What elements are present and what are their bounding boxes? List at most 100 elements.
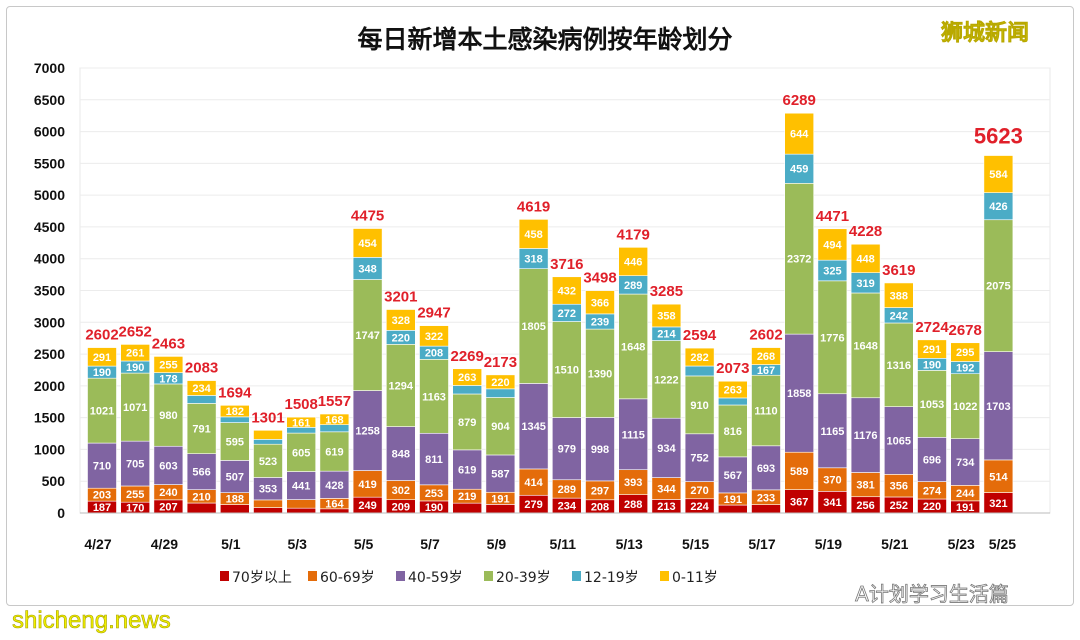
segment-label: 619 xyxy=(458,465,476,477)
bar-segment xyxy=(485,504,516,514)
segment-label: 219 xyxy=(458,491,476,503)
segment-label: 584 xyxy=(989,169,1008,181)
segment-label: 161 xyxy=(292,417,310,429)
total-label: 3201 xyxy=(384,289,417,306)
segment-label: 321 xyxy=(989,498,1007,510)
segment-label: 209 xyxy=(392,501,410,513)
site-watermark: shicheng.news xyxy=(12,607,171,634)
legend-item: 60-69岁 xyxy=(308,570,375,586)
bar-segment xyxy=(286,416,317,428)
bar-stack-5/7: 190 253 811 1163 208 322 2947 xyxy=(417,305,450,514)
segment-label: 1071 xyxy=(123,402,147,414)
total-label: 4475 xyxy=(351,208,384,225)
bar-segment xyxy=(220,504,250,514)
bar-segment xyxy=(618,247,649,276)
bar-stack-4/28: 170 255 705 1071 190 261 2652 xyxy=(119,323,152,514)
segment-label: 270 xyxy=(690,485,708,497)
bar-segment xyxy=(651,303,682,328)
segment-label: 370 xyxy=(823,475,841,487)
segment-label: 220 xyxy=(491,377,509,389)
segment-label: 353 xyxy=(259,484,277,496)
x-axis: 4/27 4/29 5/1 5/3 5/5 5/7 5/9 5/11 5/13 5/15 5/17 5… xyxy=(80,512,1050,552)
segment-label: 291 xyxy=(93,352,111,364)
bar-segment xyxy=(385,426,416,481)
total-label: 2602 xyxy=(85,327,118,344)
x-tick-label: 5/17 xyxy=(748,536,775,552)
segment-label: 587 xyxy=(491,469,509,481)
bar-segment xyxy=(850,472,881,498)
segment-label: 393 xyxy=(624,477,642,489)
segment-label: 696 xyxy=(923,454,941,466)
bar-stack-5/3: 441 605 161 1508 xyxy=(285,396,318,514)
bar-segment xyxy=(784,112,815,155)
segment-label: 752 xyxy=(690,453,708,465)
segment-label: 910 xyxy=(690,400,708,412)
total-label: 2947 xyxy=(417,305,450,322)
segment-label: 507 xyxy=(226,472,244,484)
bar-segment xyxy=(319,470,350,499)
total-label: 1508 xyxy=(285,396,318,413)
segment-label: 319 xyxy=(856,278,874,290)
segment-label: 644 xyxy=(790,129,809,141)
bar-segment xyxy=(352,470,383,498)
x-tick-label: 4/29 xyxy=(151,536,178,552)
bar-segment xyxy=(983,351,1014,461)
segment-label: 1065 xyxy=(887,435,911,447)
bar-segment xyxy=(883,282,914,308)
segment-label: 705 xyxy=(126,459,144,471)
x-tick-label: 5/21 xyxy=(881,536,908,552)
segment-label: 240 xyxy=(159,487,177,499)
segment-label: 566 xyxy=(192,467,210,479)
segment-label: 514 xyxy=(989,471,1008,483)
total-label: 3285 xyxy=(650,283,683,300)
bar-segment xyxy=(253,443,283,478)
x-tick-label: 5/3 xyxy=(287,536,307,552)
segment-label: 263 xyxy=(724,385,742,397)
legend-label: 12-19岁 xyxy=(584,570,639,586)
bar-stack-5/10: 279 414 1345 1805 318 458 4619 xyxy=(517,198,550,514)
bar-segment xyxy=(518,383,549,470)
bar-segment xyxy=(253,439,283,445)
x-tick-label: 5/25 xyxy=(989,536,1016,552)
segment-label: 1858 xyxy=(787,388,811,400)
segment-label: 191 xyxy=(491,493,509,505)
bar-stack-5/12: 208 297 998 1390 239 366 3498 xyxy=(583,270,616,514)
bar-segment xyxy=(385,309,416,331)
segment-label: 432 xyxy=(558,286,576,298)
y-tick-label: 1500 xyxy=(34,410,65,426)
bar-segment xyxy=(817,228,848,261)
legend-item: 12-19岁 xyxy=(572,570,639,586)
segment-label: 239 xyxy=(591,316,609,328)
bar-stack-5/16: 191 567 816 263 2073 xyxy=(716,360,749,514)
segment-label: 446 xyxy=(624,257,642,269)
segment-label: 1805 xyxy=(521,321,545,333)
y-tick-label: 0 xyxy=(57,505,65,521)
segment-label: 1703 xyxy=(986,401,1010,413)
y-tick-label: 1000 xyxy=(34,441,65,457)
segment-label: 448 xyxy=(856,253,874,265)
bar-segment xyxy=(551,321,582,418)
segment-label: 441 xyxy=(292,481,310,493)
bar-segment xyxy=(850,397,881,473)
total-label: 4471 xyxy=(816,208,849,225)
segment-label: 188 xyxy=(226,494,244,506)
segment-label: 1115 xyxy=(622,429,645,441)
legend-swatch xyxy=(308,571,317,581)
bar-segment xyxy=(253,429,283,440)
bar-segment xyxy=(551,417,582,481)
total-label: 3619 xyxy=(882,262,915,279)
segment-label: 170 xyxy=(126,503,144,515)
bar-segment xyxy=(684,375,715,435)
legend-swatch xyxy=(484,571,493,581)
bar-stack-5/4: 164 428 619 168 1557 xyxy=(318,393,351,514)
bar-segment xyxy=(518,219,549,249)
legend-swatch xyxy=(220,571,229,581)
segment-label: 791 xyxy=(192,424,210,436)
bar-stack-5/14: 213 344 934 1222 214 358 3285 xyxy=(650,283,683,514)
segment-label: 328 xyxy=(392,315,410,327)
segment-label: 1345 xyxy=(521,421,545,433)
chart-title: 每日新增本土感染病例按年龄划分 xyxy=(357,25,732,54)
segment-label: 318 xyxy=(524,254,542,266)
total-label: 5623 xyxy=(974,124,1023,149)
bar-stack-5/20: 256 381 1176 1648 319 448 4228 xyxy=(849,223,882,514)
